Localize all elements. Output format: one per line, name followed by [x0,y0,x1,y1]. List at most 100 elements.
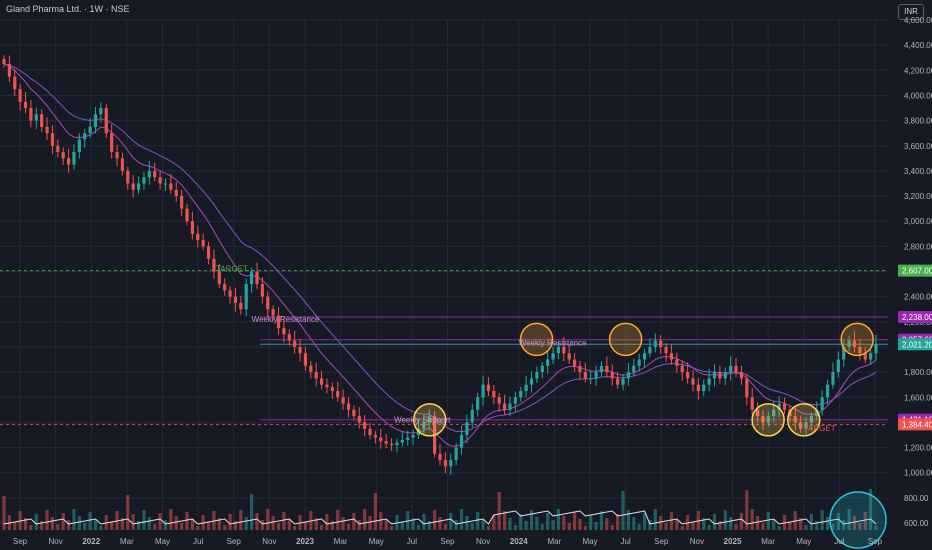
volume-bar [540,524,544,530]
price-tick-label: 2,400.00 [904,293,932,302]
candle-body [282,328,286,335]
volume-bar [664,523,668,530]
candle-body [621,378,625,385]
candle-body [481,384,485,398]
candle-body [648,346,652,354]
candle-body [551,353,555,360]
time-tick-label: 2022 [82,537,100,546]
volume-bar [502,511,507,530]
volume-bar [470,523,474,530]
candle-body [686,372,690,379]
candle-body [761,416,765,423]
candle-body [578,365,582,373]
volume-bar [336,510,340,530]
volume-bar [255,513,259,530]
volume-bar [723,510,727,530]
volume-bar [83,523,87,530]
candle-body [815,409,819,417]
volume-bar [153,524,157,530]
candle-body [567,353,571,360]
candle-body [755,409,760,417]
volume-bar [400,522,404,530]
volume-bar [66,520,71,530]
candle-body [153,170,157,178]
time-tick-label: Jul [621,537,631,546]
candle-body [298,346,302,354]
volume-bar [373,493,378,530]
price-level-badge [898,264,932,277]
candle-body [562,346,566,354]
volume-bar [158,513,162,530]
candle-body [250,271,254,285]
candle-body [702,384,706,391]
candle-body [115,152,119,159]
annotation-label: Weekly Resistance [252,315,320,324]
highlight-circle [412,403,447,437]
volume-bar [190,519,194,530]
candle-body [309,365,313,373]
candle-body [147,170,151,178]
candle-body [303,353,308,366]
candle-body [858,346,862,354]
price-tick-label: 3,000.00 [904,217,932,226]
candle-body [594,372,598,379]
candle-body [23,101,28,109]
volume-bar [169,509,173,530]
volume-bar [702,518,706,530]
volume-bar [131,514,135,530]
volume-bar [675,519,679,530]
volume-bar [93,519,98,530]
volume-bar [804,525,808,530]
candle-body [669,353,674,360]
volume-bar [729,517,733,530]
candle-body [766,416,770,423]
candle-body [809,416,814,423]
candle-body [626,372,630,379]
time-tick-label: Sep [440,537,455,546]
candle-body [664,346,668,354]
candle-body [357,416,361,423]
candle-body [142,177,146,184]
candle-body [406,437,410,441]
time-tick-label: Sep [227,537,242,546]
price-tick-label: 4,600.00 [904,16,932,25]
candle-body [206,246,211,259]
time-tick-label: 2024 [510,537,528,546]
volume-bar [72,509,76,530]
candlesticks [2,55,878,476]
volume-bar [142,510,146,530]
volume-bar [524,521,528,530]
time-tick-label: Nov [49,537,63,546]
candle-body [712,372,717,379]
candle-body [88,126,92,134]
price-level-badge [898,418,932,431]
volume-bar [180,523,184,530]
volume-bar [330,521,334,530]
currency-button[interactable]: INR [898,4,924,20]
volume-bar [842,520,846,530]
candle-body [83,133,87,140]
time-tick-label: May [369,537,384,546]
candle-body [772,409,776,417]
candle-body [519,390,523,398]
volume-bar [718,521,722,530]
volume-bar [610,525,614,530]
price-level-label: 2,238.00 [902,313,932,322]
candle-body [852,340,857,347]
volume-bar [282,512,286,530]
volume-bar [293,526,297,530]
candle-body [110,133,114,153]
candle-body [524,384,528,391]
volume-bar [185,512,189,530]
volume-bar [486,526,491,530]
volume-bar [567,523,571,530]
volume-bar [680,526,684,530]
price-axis: 4,600.00 4,400.00 4,200.00 4,000.00 3,800.00… [898,16,932,528]
volume-bar [492,515,496,530]
candle-body [131,183,135,190]
candle-body [276,315,281,329]
time-tick-label: May [155,537,170,546]
candle-body [486,384,491,391]
volume-bar [519,514,523,530]
